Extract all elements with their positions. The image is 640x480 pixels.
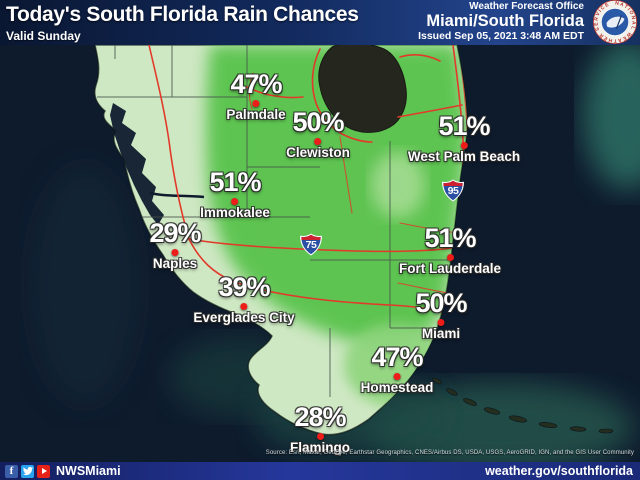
- map-attribution: Source: Esri, Maxar, GeoEye, Earthstar G…: [265, 450, 634, 456]
- satellite-map: [30, 45, 640, 462]
- interstate-95-number: 95: [447, 185, 459, 197]
- county-lines: [97, 45, 450, 397]
- office-line2: Miami/South Florida: [426, 11, 584, 30]
- website-url: weather.gov/southflorida: [485, 464, 633, 478]
- social-handle: NWSMiami: [56, 464, 121, 478]
- charlotte-harbor: [110, 103, 164, 225]
- interstate-75-number: 75: [305, 239, 317, 251]
- lake-okeechobee: [318, 45, 407, 133]
- nws-logo-icon: NATIONAL WEATHER SERVICE: [593, 0, 637, 44]
- page-title: Today's South Florida Rain Chances: [6, 3, 359, 26]
- map-area: 75 95 47% Palmdale 50% Clewiston 51%: [0, 45, 640, 462]
- valid-label: Valid Sunday: [6, 29, 81, 43]
- rain-zone-light-patch: [371, 152, 425, 218]
- interstate-75-shield: 75: [299, 233, 323, 256]
- florida-keys: [432, 377, 614, 434]
- header-bar: Today's South Florida Rain Chances Valid…: [0, 0, 640, 45]
- facebook-icon[interactable]: f: [5, 464, 18, 478]
- twitter-icon[interactable]: [21, 464, 34, 478]
- footer-bar: f NWSMiami weather.gov/southflorida: [0, 462, 640, 480]
- rain-zone-high: [206, 45, 467, 346]
- interstate-95-shield: 95: [441, 179, 465, 202]
- office-line1: Weather Forecast Office: [469, 1, 584, 12]
- issued-timestamp: Issued Sep 05, 2021 3:48 AM EDT: [418, 29, 584, 42]
- youtube-icon[interactable]: [37, 464, 50, 478]
